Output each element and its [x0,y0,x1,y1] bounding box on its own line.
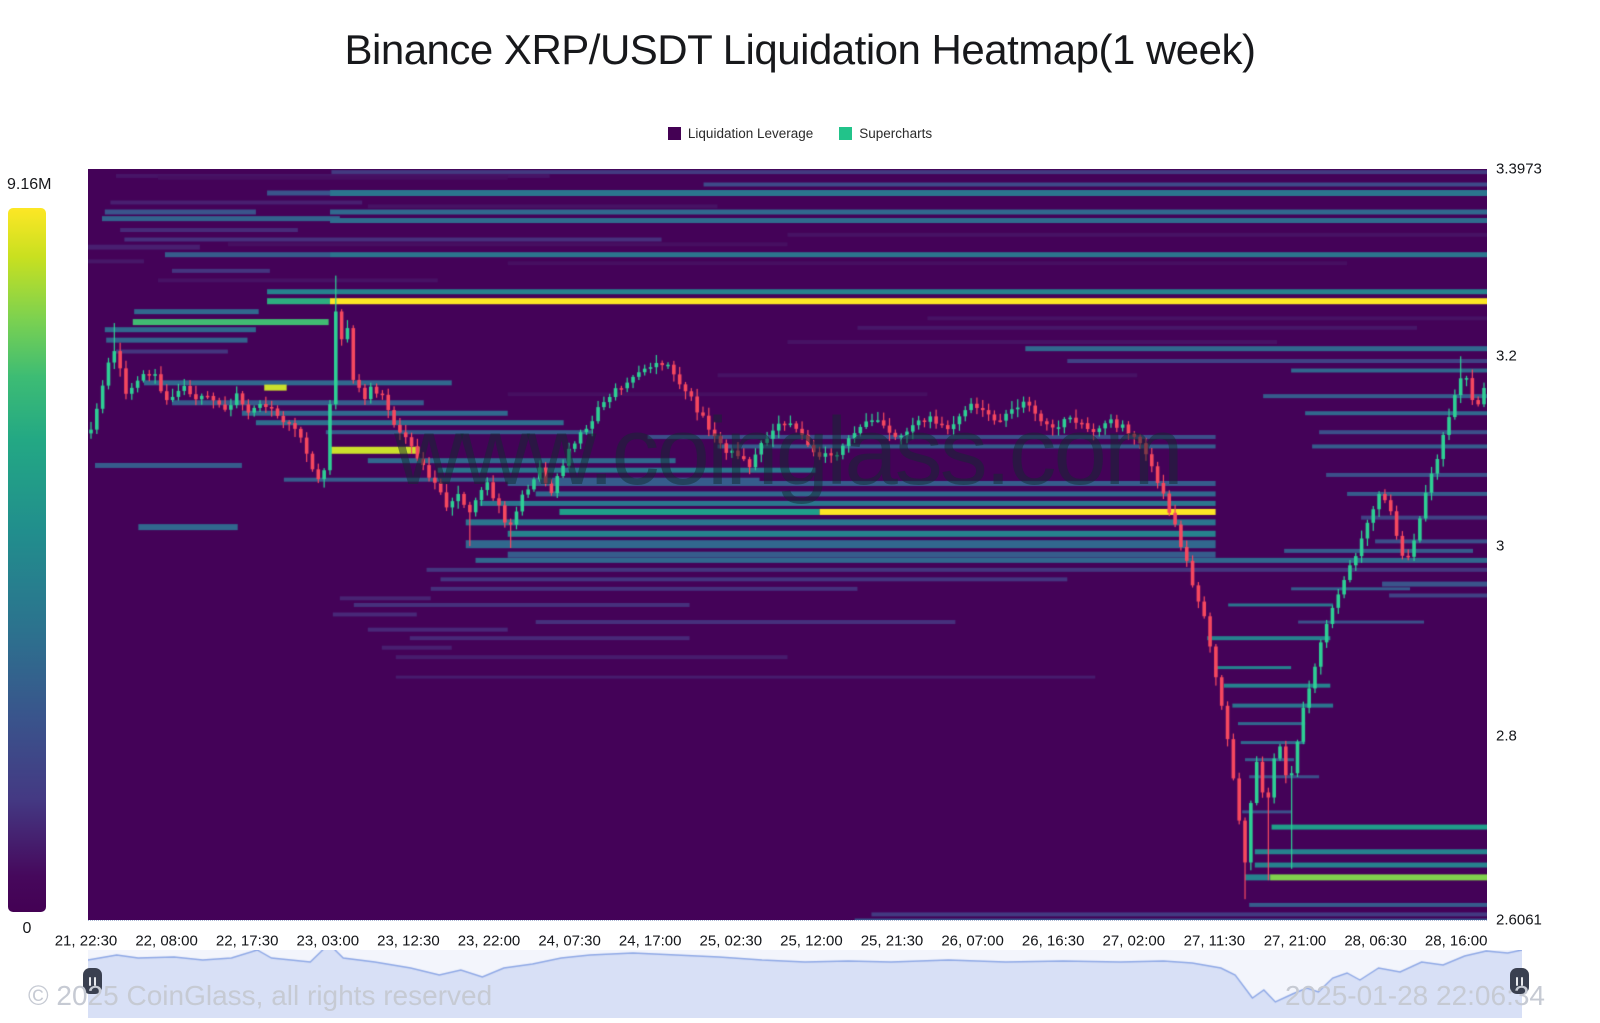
legend-item-supercharts[interactable]: Supercharts [839,126,932,141]
pause-icon [1516,976,1518,986]
time-tick-label: 22, 17:30 [215,932,279,950]
pause-icon [1521,976,1523,986]
time-tick-label: 28, 06:30 [1344,932,1407,950]
time-tick-label: 27, 11:30 [1183,932,1246,950]
copyright-text: © 2025 CoinGlass, all rights reserved [28,980,493,1011]
price-tick-label: 3.2 [1496,347,1517,365]
time-tick-label: 22, 08:00 [135,932,198,950]
time-tick-label: 25, 12:00 [780,932,843,950]
pause-icon [89,976,91,986]
legend-label: Liquidation Leverage [687,126,814,141]
time-tick-label: 23, 22:00 [457,932,521,950]
time-tick-label: 27, 21:00 [1263,932,1327,950]
price-tick-label: 2.8 [1496,727,1517,745]
heatmap-chart-area[interactable] [88,169,1487,921]
price-tick-label: 3 [1496,537,1505,555]
colorbar-max-label: 9.16M [7,176,52,193]
navigator-left-handle[interactable] [83,968,102,994]
time-tick-label: 24, 17:00 [618,932,682,950]
legend-swatch-purple-icon [667,127,681,140]
time-tick-label: 25, 21:30 [860,932,924,950]
colorbar [8,208,46,912]
time-tick-label: 21, 22:30 [54,932,118,950]
navigator-canvas[interactable] [88,950,1522,1018]
time-tick-label: 23, 12:30 [377,932,440,950]
navigator-right-handle[interactable] [1510,968,1529,994]
colorbar-min-label: 0 [22,920,32,937]
pause-icon [94,976,96,986]
legend: Liquidation Leverage Supercharts [0,126,1600,141]
time-tick-label: 24, 07:30 [538,932,601,950]
legend-swatch-green-icon [839,127,853,140]
legend-label: Supercharts [859,126,933,141]
timestamp-text: 2025-01-28 22:06:34 [1285,980,1545,1011]
time-tick-label: 28, 16:00 [1424,932,1488,950]
chart-title: Binance XRP/USDT Liquidation Heatmap(1 w… [344,26,1256,73]
price-tick-label: 3.3973 [1496,160,1542,178]
time-tick-label: 26, 16:30 [1021,932,1085,950]
price-tick-label: 2.6061 [1496,911,1542,929]
heatmap-canvas[interactable] [88,169,1487,920]
legend-item-liquidation-leverage[interactable]: Liquidation Leverage [667,126,814,141]
time-tick-label: 26, 07:00 [941,932,1004,950]
price-axis: 3.3973 3.2 3 2.8 2.6061 [1496,0,1596,1023]
time-tick-label: 27, 02:00 [1102,932,1166,950]
time-tick-label: 23, 03:00 [296,932,360,950]
time-tick-label: 25, 02:30 [699,932,763,950]
